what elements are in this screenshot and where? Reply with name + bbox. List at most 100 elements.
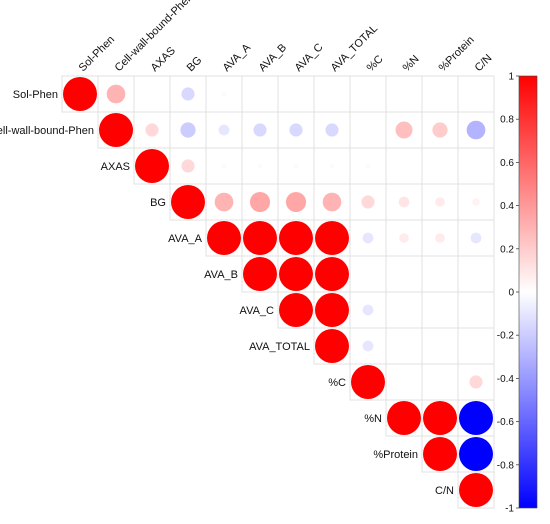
column-label: %Protein [437,34,477,74]
corr-circle-0-1 [106,84,126,104]
corr-circle-3-4 [214,192,234,212]
row-label: AVA_A [168,233,202,245]
legend-tick-label: 0.2 [500,244,514,255]
grid-cell [277,75,315,113]
corr-circle-7-7 [315,329,349,363]
corr-circle-4-7 [315,221,349,255]
grid-cell [457,471,495,509]
row-label: Sol-Phen [13,89,58,101]
grid-cell [349,75,387,113]
corr-circle-1-6 [289,123,303,137]
grid-cell [457,291,495,329]
corr-circle-4-10 [435,233,445,243]
corr-circle-6-6 [279,293,313,327]
grid-cell [385,75,423,113]
grid-cell [385,255,423,293]
grid-cell [457,327,495,365]
correlation-circles [63,77,493,507]
column-label: AVA_A [221,41,254,74]
corr-circle-2-5 [257,163,263,169]
row-label: C/N [435,485,454,497]
corr-circle-9-9 [387,401,421,435]
corr-circle-9-11 [459,401,493,435]
corr-circle-10-11 [459,437,493,471]
column-label: AVA_B [257,42,289,74]
grid-lines [61,75,495,509]
corr-circle-1-4 [218,124,230,136]
grid-cell [421,291,459,329]
corr-circle-4-6 [279,221,313,255]
row-label: %Protein [373,449,418,461]
legend-tick-label: -0.2 [497,331,515,342]
corr-circle-1-9 [395,121,413,139]
grid-cell [241,75,279,113]
row-label: %C [328,377,346,389]
corr-circle-2-7 [329,163,335,169]
grid-cell [421,327,459,365]
legend-tick-label: -1 [505,504,514,515]
corr-circle-5-7 [315,257,349,291]
legend-tick-label: -0.4 [497,374,515,385]
color-legend: 1 0.8 0.6 0.4 0.2 0 -0.2 -0.4 -0.6 -0.8 -1 [497,72,538,515]
corr-circle-1-7 [325,123,339,137]
row-label: AVA_C [240,305,274,317]
column-label: Sol-Phen [77,34,117,74]
grid-cell [457,147,495,185]
corr-circle-1-1 [99,113,133,147]
corr-circle-2-4 [221,163,227,169]
grid-cell [421,147,459,185]
grid-cell [385,363,423,401]
grid-cell [457,75,495,113]
corr-circle-3-7 [322,192,342,212]
corr-circle-4-11 [470,232,482,244]
row-label: %N [364,413,382,425]
corr-circle-8-11 [469,375,483,389]
grid-cell [385,147,423,185]
corr-circle-7-8 [362,340,374,352]
legend-tick-label: -0.6 [497,417,515,428]
corr-circle-4-8 [362,232,374,244]
corr-circle-5-5 [243,257,277,291]
column-label: %N [401,53,422,74]
legend-tick-label: 0.8 [500,115,514,126]
grid-cell [385,291,423,329]
grid-cell [385,327,423,365]
row-label: BG [150,197,166,209]
legend-tick-label: 0.4 [500,201,514,212]
grid-cell [349,111,387,149]
corr-circle-6-8 [362,304,374,316]
corr-circle-2-2 [135,149,169,183]
legend-color-bar [518,75,538,509]
corr-circle-3-3 [171,185,205,219]
corr-circle-4-9 [399,233,409,243]
corr-circle-2-6 [293,163,299,169]
column-label: AXAS [149,45,178,74]
corr-circle-10-10 [423,437,457,471]
grid-cell [133,75,171,113]
grid-cell [349,255,387,293]
column-label: C/N [473,52,495,74]
corr-circle-11-11 [459,473,493,507]
corr-circle-3-8 [361,195,375,209]
corr-circle-1-11 [466,120,486,140]
corr-circle-0-0 [63,77,97,111]
column-label: %C [365,53,386,74]
grid-cell [313,75,351,113]
corr-circle-0-4 [221,91,227,97]
legend-tick-label: 0.6 [500,158,514,169]
grid-cell [421,363,459,401]
corr-circle-4-4 [207,221,241,255]
corr-circle-1-3 [180,122,196,138]
corr-circle-3-10 [435,197,445,207]
grid-cell [421,255,459,293]
corr-circle-9-10 [423,401,457,435]
grid-cell [457,255,495,293]
corr-circle-3-9 [398,196,410,208]
corr-circle-3-11 [472,198,480,206]
column-label: AVA_C [293,41,326,74]
row-labels: Sol-Phen Cell-wall-bound-Phen AXAS BG AVA_A A… [0,89,454,497]
corr-circle-8-8 [351,365,385,399]
corr-circle-6-7 [315,293,349,327]
